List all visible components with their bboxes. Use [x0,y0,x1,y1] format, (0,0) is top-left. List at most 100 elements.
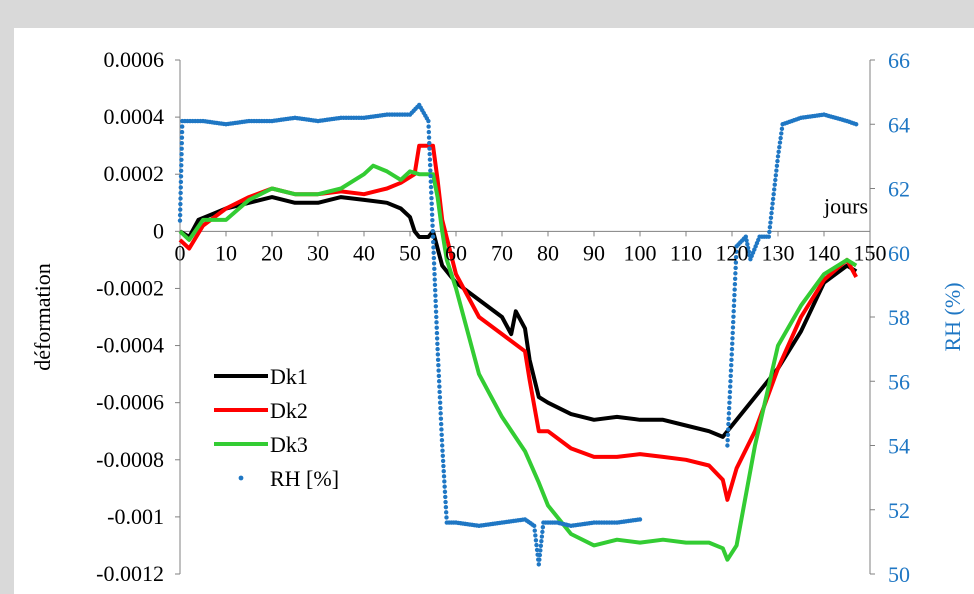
rh-point [726,416,731,421]
rh-point [179,135,185,140]
rh-point [539,538,544,544]
rh-point [745,245,751,251]
rh-point [727,389,733,395]
x-tick-label: 150 [854,240,887,265]
rh-point [726,411,732,416]
rh-point [430,217,435,223]
rh-point [725,437,730,443]
rh-point [431,255,437,261]
rh-point [443,499,448,505]
rh-point [745,241,750,247]
rh-point [744,238,749,243]
rh-point [431,261,437,266]
rh-point [773,177,778,183]
rh-point [444,515,449,520]
rh-point [731,298,737,303]
rh-point [438,416,444,421]
rh-point [439,427,444,432]
series-line-dk3 [178,163,858,562]
rh-point [732,287,737,292]
rh-point [439,437,445,443]
rh-point [429,206,435,212]
rh-point [178,196,183,201]
rh-point [777,144,782,150]
rh-point [439,432,444,437]
rh-point [437,389,442,395]
rh-point [436,368,441,373]
rh-point [725,427,731,432]
x-tick-label: 0 [175,240,186,265]
rh-point [428,173,433,179]
rh-point [729,357,734,363]
y-left-tick-label: -0.0004 [96,333,164,358]
rh-point [426,129,432,135]
y-left-tick-label: -0.0008 [96,447,164,472]
rh-point [637,517,643,522]
rh-point [767,225,773,230]
rh-point [732,276,738,281]
rh-point [427,140,432,146]
rh-point [733,260,739,265]
rh-point [743,234,748,239]
x-tick-label: 60 [445,240,467,265]
x-tick-label: 10 [215,240,237,265]
rh-point [434,330,440,336]
y-left-tick-label: 0.0002 [104,161,165,186]
rh-point [430,234,436,239]
rh-point [428,168,433,173]
rh-point [727,400,732,405]
rh-point [179,129,185,135]
rh-point [773,173,779,178]
y-left-tick-label: -0.0006 [96,390,164,415]
rh-point [179,146,184,151]
y-left-tick-label: 0 [153,218,164,243]
rh-point [440,458,446,464]
rh-point [427,162,433,168]
rh-point [435,341,440,346]
rh-point [728,379,733,384]
rh-point [431,239,436,245]
rh-point [775,158,780,164]
rh-point [539,534,545,539]
rh-point [178,185,183,190]
y-left-tick-label: -0.0002 [96,275,164,300]
rh-point [769,206,775,211]
rh-point [728,368,734,373]
rh-point [427,146,432,151]
legend-marker-rh [238,475,244,481]
rh-point [725,443,730,448]
rh-point [538,543,544,549]
rh-point [779,131,784,136]
x-tick-label: 130 [762,240,795,265]
y-right-tick-label: 62 [888,177,910,202]
rh-point [429,195,434,201]
rh-point [442,479,447,484]
rh-point [536,562,541,567]
rh-point [432,282,438,288]
rh-point [432,277,437,282]
y-left-tick-label: -0.001 [107,504,164,529]
legend-label: Dk1 [270,364,308,389]
rh-point [178,207,183,212]
rh-point [537,557,542,562]
rh-point [532,528,537,533]
rh-point [854,122,859,127]
rh-point [729,352,734,357]
rh-point [434,325,439,330]
y-right-tick-label: 50 [888,562,910,587]
rh-point [179,157,184,162]
rh-point [438,411,443,416]
rh-point [178,174,184,179]
rh-point [440,453,446,458]
y-left-tick-label: 0.0006 [104,47,165,72]
rh-point [434,336,440,341]
rh-point [431,250,436,255]
y-left-axis-label: déformation [30,263,55,371]
rh-point [534,542,539,548]
rh-point [440,443,445,448]
y-right-tick-label: 64 [888,112,910,137]
rh-point [437,400,443,405]
rh-point [426,135,432,140]
legend-label: Dk2 [270,398,308,423]
rh-point [779,126,785,132]
